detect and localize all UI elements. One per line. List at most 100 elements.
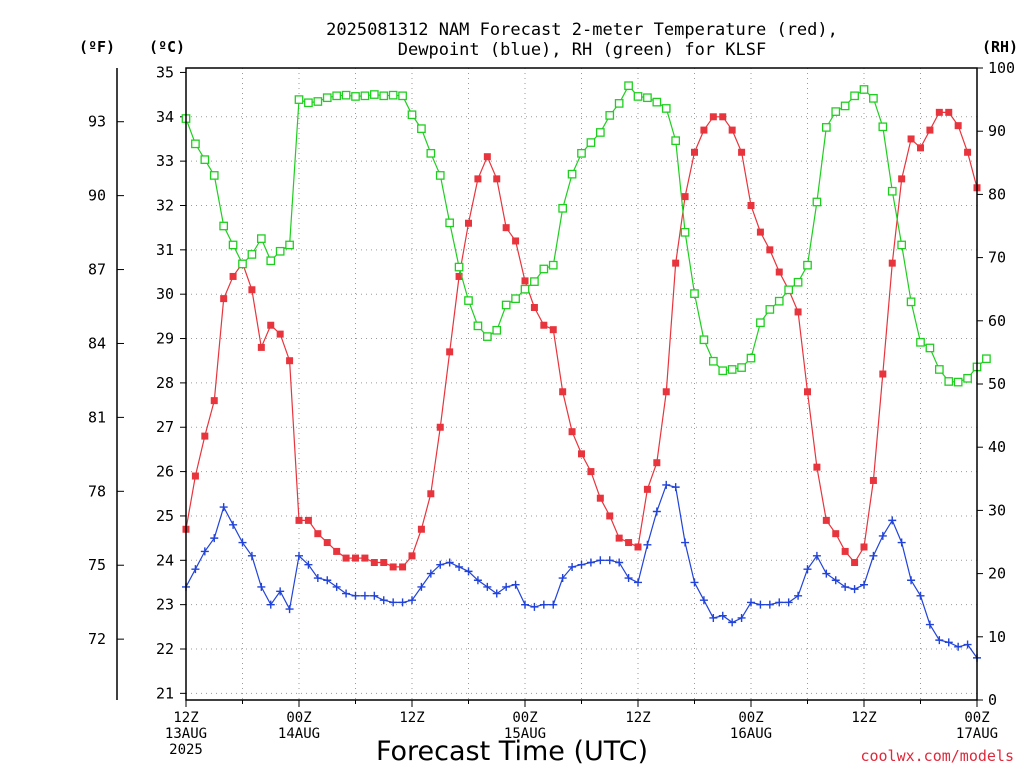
- dewpoint-point: [568, 562, 577, 571]
- credit-text: coolwx.com/models: [860, 747, 1014, 765]
- rh-point: [351, 92, 360, 101]
- temperature-point: [352, 554, 359, 562]
- dewpoint-point: [897, 538, 906, 547]
- celsius-tick-label: 26: [156, 463, 174, 481]
- temperature-point: [323, 539, 331, 547]
- rh-line: [185, 84, 987, 383]
- dewpoint-point: [586, 558, 595, 567]
- rh-point: [511, 294, 520, 304]
- dewpoint-point: [455, 562, 464, 571]
- temperature-point: [804, 388, 811, 396]
- dewpoint-point: [596, 556, 605, 565]
- rh-point: [727, 365, 737, 374]
- series-dewpoint: [182, 480, 981, 662]
- temperature-point: [502, 224, 510, 232]
- temperature-point: [380, 559, 388, 567]
- temperature-point: [530, 303, 538, 311]
- rh-tick-label: 50: [988, 375, 1006, 393]
- temperature-point: [361, 554, 369, 562]
- rh-point: [577, 148, 586, 158]
- dewpoint-point: [925, 620, 934, 629]
- rh-point: [765, 305, 775, 314]
- dewpoint-point: [841, 582, 850, 591]
- temperature-point: [201, 432, 209, 440]
- dewpoint-point: [521, 600, 529, 609]
- dewpoint-point: [699, 596, 708, 605]
- dewpoint-point: [850, 585, 859, 594]
- dewpoint-point: [229, 520, 238, 529]
- time-tick-label: 12Z: [851, 710, 876, 726]
- temperature-point: [615, 534, 623, 542]
- temperature-point: [738, 148, 746, 156]
- rh-tick-label: 20: [988, 565, 1006, 583]
- dewpoint-point: [408, 596, 416, 605]
- rh-point: [586, 138, 596, 147]
- temperature-point: [926, 126, 934, 134]
- dewpoint-point: [257, 582, 266, 591]
- rh-point: [831, 107, 841, 116]
- rh-point: [341, 90, 351, 100]
- rh-point: [982, 354, 991, 364]
- fahrenheit-tick-label: 72: [88, 630, 106, 648]
- dewpoint-point: [360, 591, 369, 600]
- temperature-point: [945, 108, 953, 116]
- time-tick-label: 15AUG: [504, 726, 546, 742]
- rh-tick-label: 40: [988, 438, 1006, 456]
- fahrenheit-unit-label: (ºF): [79, 38, 115, 56]
- temperature-point: [700, 126, 708, 134]
- time-tick-label: 12Z: [625, 710, 650, 726]
- rh-point: [501, 300, 511, 310]
- time-tick-label: 13AUG: [165, 726, 207, 742]
- temperature-point: [493, 175, 501, 183]
- dewpoint-point: [869, 551, 878, 560]
- dewpoint-point: [860, 580, 868, 589]
- series-temperature: [182, 108, 981, 571]
- rh-point: [530, 277, 539, 286]
- time-tick-label: 17AUG: [956, 726, 998, 742]
- dewpoint-point: [643, 540, 652, 549]
- dewpoint-point: [671, 483, 680, 492]
- temperature-point: [851, 559, 859, 567]
- rh-point: [558, 203, 568, 213]
- celsius-tick-label: 25: [156, 507, 174, 525]
- temperature-point: [587, 468, 595, 476]
- fahrenheit-tick-label: 87: [88, 261, 106, 279]
- temperature-point: [728, 126, 736, 134]
- dewpoint-point: [728, 618, 737, 627]
- rh-point: [379, 91, 389, 101]
- rh-point: [850, 91, 859, 101]
- temperature-point: [907, 135, 915, 143]
- dewpoint-point: [549, 600, 558, 609]
- rh-point: [398, 91, 407, 101]
- dewpoint-point: [681, 538, 690, 547]
- temperature-point: [898, 175, 906, 183]
- temperature-point: [681, 193, 689, 201]
- rh-point: [624, 81, 633, 91]
- rh-point: [906, 297, 916, 307]
- temperature-point: [474, 175, 482, 183]
- grid-lines: [186, 68, 977, 700]
- temperature-point: [625, 539, 633, 547]
- temperature-point: [427, 490, 435, 498]
- rh-point: [605, 111, 615, 120]
- rh-point: [219, 221, 229, 231]
- dewpoint-point: [473, 576, 482, 585]
- rh-point: [934, 365, 944, 374]
- rh-point: [266, 256, 276, 266]
- dewpoint-point: [295, 551, 303, 560]
- dewpoint-point: [389, 598, 398, 607]
- time-tick-label: 16AUG: [730, 726, 772, 742]
- temperature-point: [596, 494, 604, 502]
- dewpoint-point: [803, 565, 812, 574]
- rh-point: [661, 104, 671, 113]
- celsius-tick-label: 27: [156, 418, 174, 436]
- dewpoint-point: [747, 598, 755, 607]
- temperature-point: [841, 547, 849, 555]
- dewpoint-point: [765, 600, 774, 609]
- rh-point: [859, 85, 869, 94]
- series-rh: [181, 81, 991, 387]
- rh-point: [313, 97, 323, 106]
- dewpoint-point: [342, 589, 351, 598]
- dewpoint-point: [690, 578, 699, 587]
- rh-point: [247, 250, 257, 259]
